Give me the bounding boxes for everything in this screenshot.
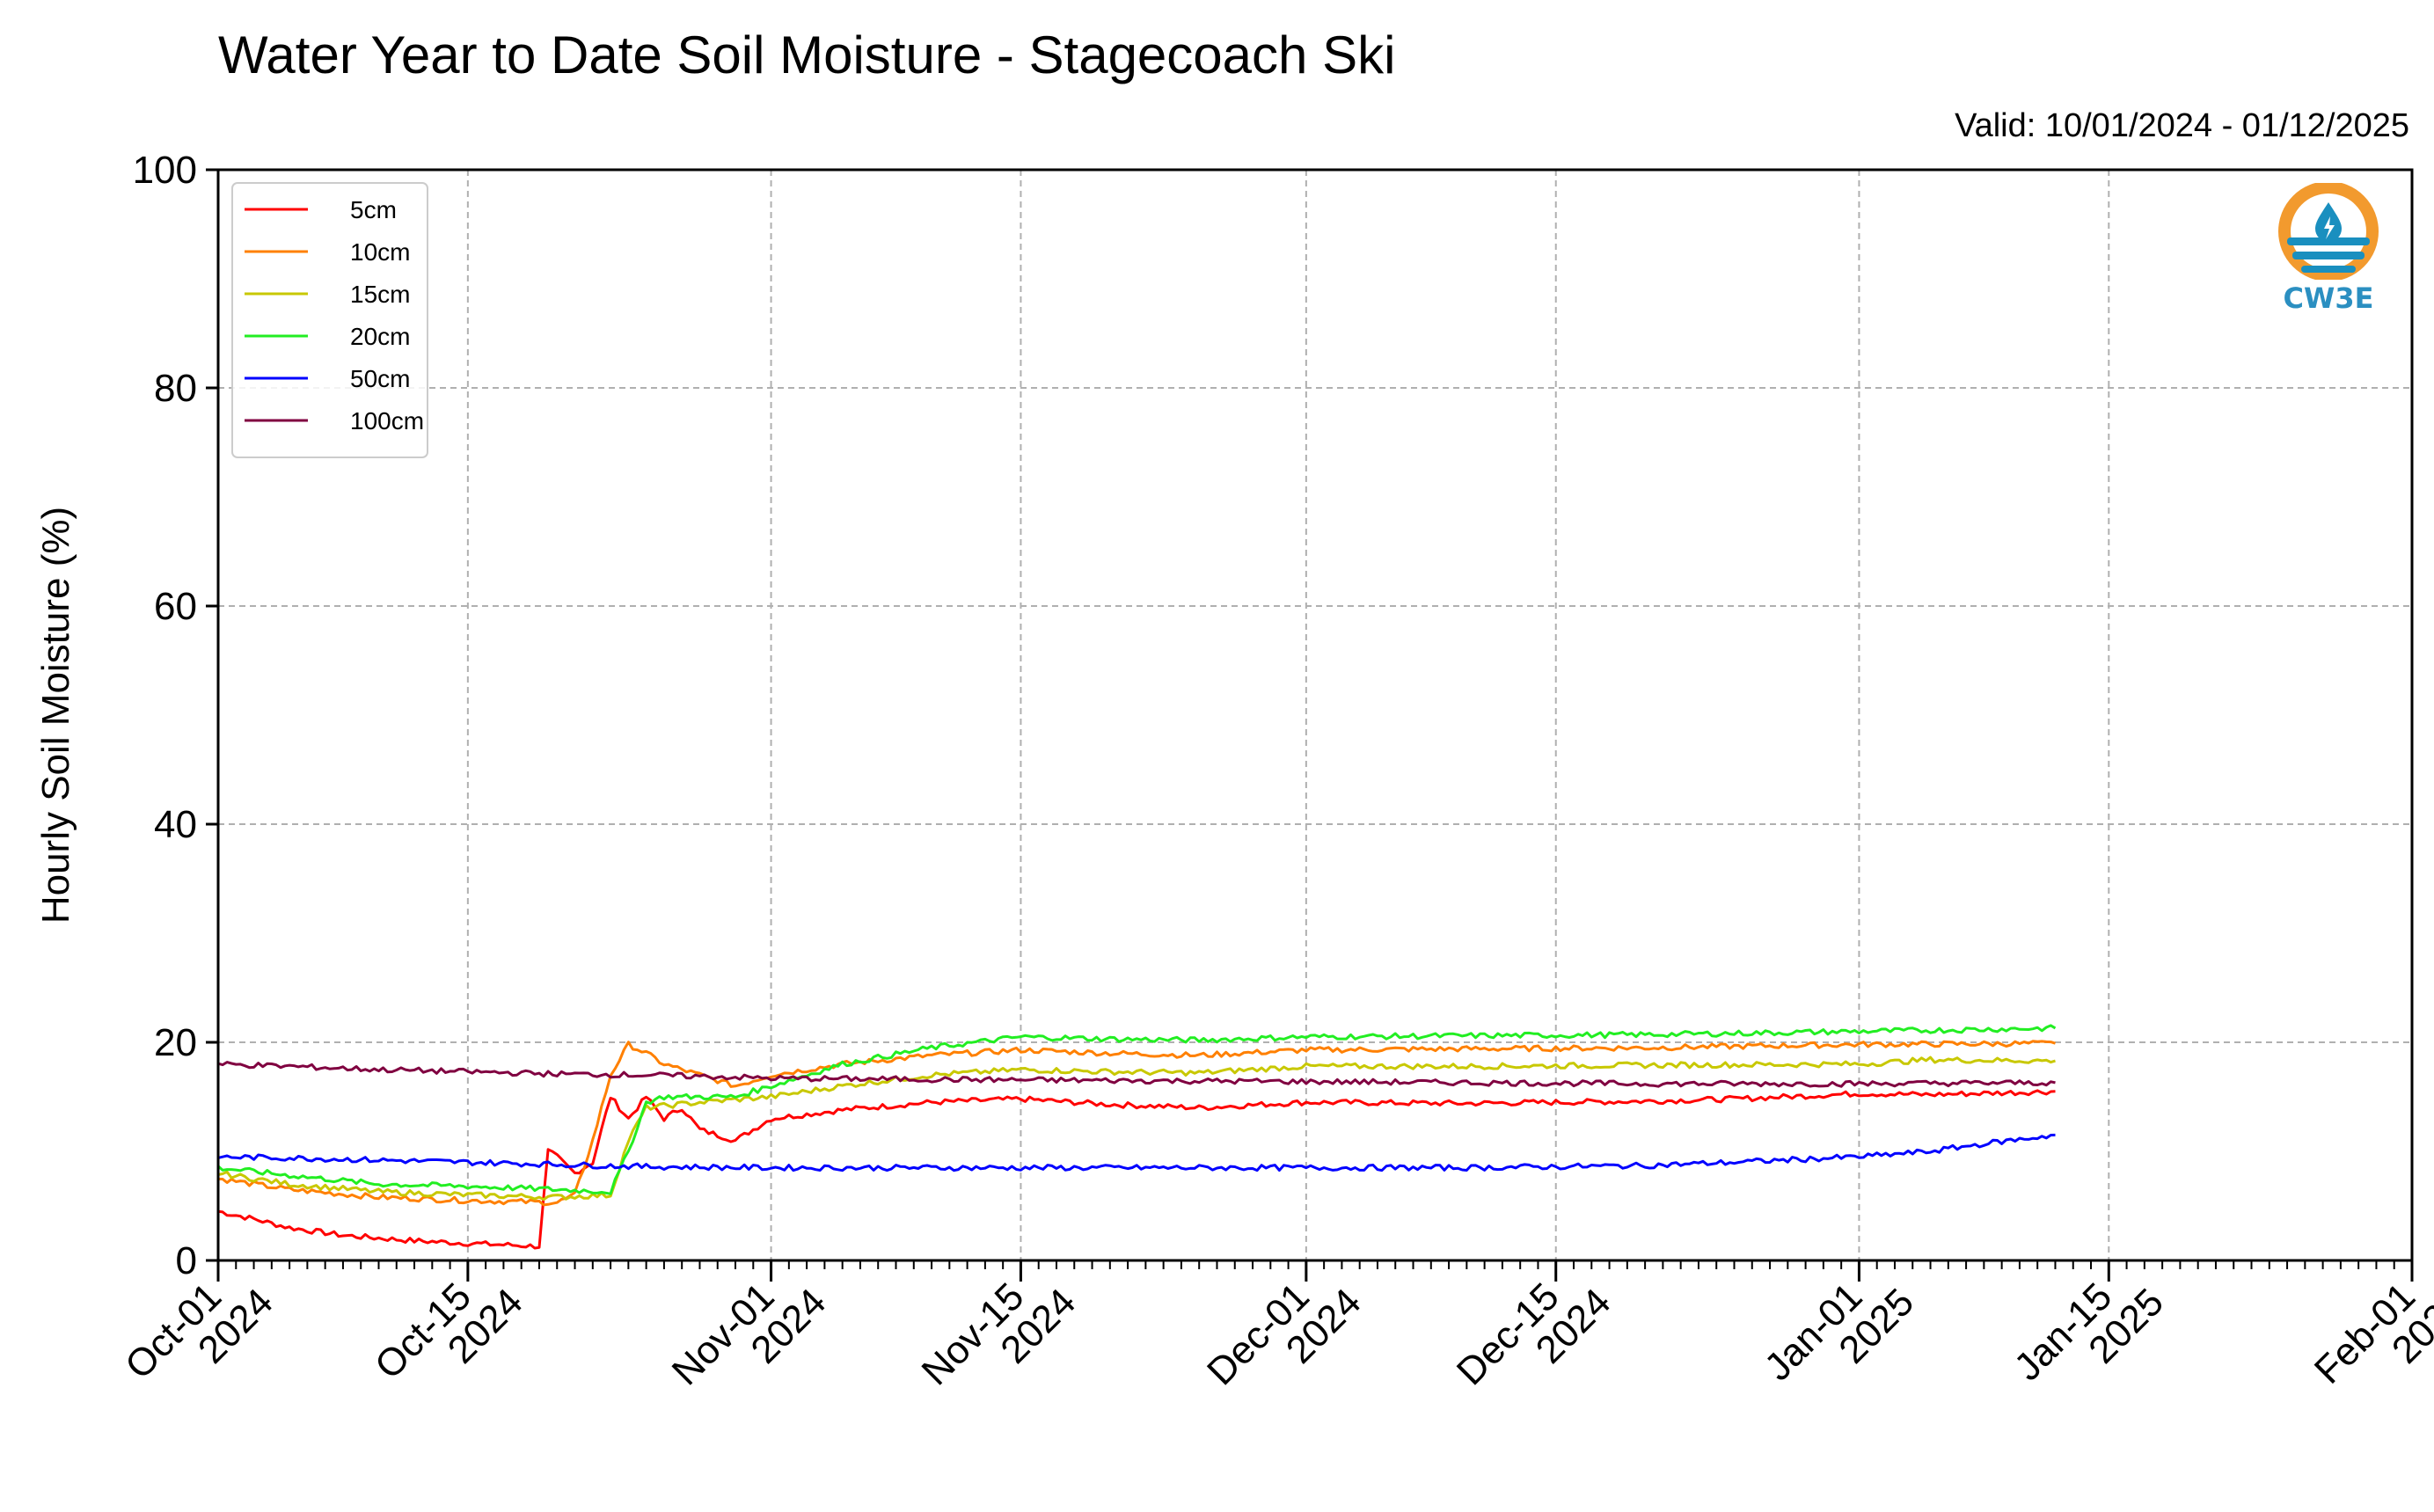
x-tick-label: Dec-012024 bbox=[1199, 1252, 1370, 1422]
series-line-20cm bbox=[216, 1024, 2057, 1195]
legend-label-20cm: 20cm bbox=[350, 323, 410, 350]
legend-label-100cm: 100cm bbox=[350, 407, 424, 435]
x-tick-label-text: Dec-152024 bbox=[1449, 1252, 1619, 1422]
plot-frame bbox=[216, 168, 2414, 1262]
x-tick-label: Oct-152024 bbox=[367, 1252, 531, 1416]
x-tick-label: Jan-012025 bbox=[1757, 1252, 1922, 1417]
x-tick-label: Jan-152025 bbox=[2006, 1252, 2172, 1417]
valid-date-range: Valid: 10/01/2024 - 01/12/2025 bbox=[1955, 107, 2409, 144]
y-axis-label: Hourly Soil Moisture (%) bbox=[34, 507, 77, 924]
x-tick-label: Dec-152024 bbox=[1449, 1252, 1619, 1422]
legend-label-50cm: 50cm bbox=[350, 365, 410, 392]
x-tick-label-text: Dec-012024 bbox=[1199, 1252, 1370, 1422]
x-tick-label: Feb-012025 bbox=[2306, 1252, 2434, 1421]
x-tick-label-text: Jan-152025 bbox=[2006, 1252, 2172, 1417]
x-tick-label: Nov-152024 bbox=[914, 1252, 1085, 1422]
axis-labels: 0 20 40 60 80 100 Oct-012024 Oct-152024 Nov-0120… bbox=[117, 149, 2434, 1422]
legend-label-15cm: 15cm bbox=[350, 281, 410, 308]
legend-label-10cm: 10cm bbox=[350, 238, 410, 266]
grid-lines bbox=[217, 169, 2413, 1261]
x-tick-label-text: Nov-012024 bbox=[664, 1252, 835, 1422]
cw3e-logo: CW3E bbox=[2262, 181, 2394, 324]
series-line-100cm bbox=[217, 1061, 2056, 1088]
water-drop-globe-icon bbox=[2278, 181, 2379, 281]
x-tick-label-text: Feb-012025 bbox=[2306, 1252, 2434, 1421]
x-tick-label-text: Oct-152024 bbox=[367, 1252, 531, 1416]
y-tick-label: 0 bbox=[176, 1239, 197, 1282]
x-tick-label: Oct-012024 bbox=[117, 1252, 281, 1416]
y-tick-label: 60 bbox=[154, 585, 197, 628]
x-tick-label-text: Nov-152024 bbox=[914, 1252, 1085, 1422]
series-line-5cm bbox=[217, 1089, 2056, 1250]
chart-title: Water Year to Date Soil Moisture - Stage… bbox=[218, 26, 1396, 84]
y-tick-label: 40 bbox=[154, 803, 197, 846]
axis-ticks bbox=[206, 168, 2414, 1282]
series-lines bbox=[216, 1024, 2057, 1250]
y-tick-label: 80 bbox=[154, 367, 197, 410]
logo-text: CW3E bbox=[2283, 281, 2374, 315]
x-tick-label: Nov-012024 bbox=[664, 1252, 835, 1422]
series-line-50cm bbox=[217, 1133, 2056, 1172]
x-tick-label-text: Jan-012025 bbox=[1757, 1252, 1922, 1417]
y-tick-label: 100 bbox=[133, 149, 197, 192]
series-line-15cm bbox=[217, 1055, 2056, 1202]
x-tick-label-text: Oct-012024 bbox=[117, 1252, 281, 1416]
legend: 5cm 10cm 15cm 20cm 50cm 100cm bbox=[231, 182, 428, 458]
y-tick-label: 20 bbox=[154, 1021, 197, 1064]
legend-label-5cm: 5cm bbox=[350, 196, 397, 223]
series-line-10cm bbox=[217, 1040, 2056, 1207]
